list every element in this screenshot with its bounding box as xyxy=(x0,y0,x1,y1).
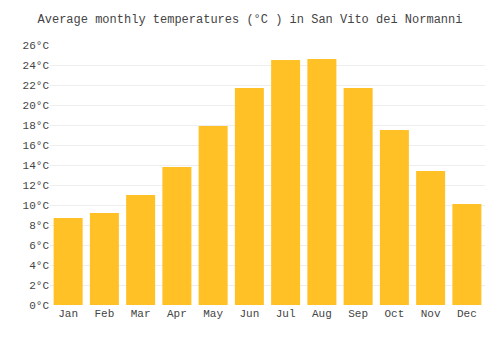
svg-text:4°C: 4°C xyxy=(29,260,49,272)
svg-text:Nov: Nov xyxy=(421,308,441,320)
svg-text:Apr: Apr xyxy=(167,308,187,320)
svg-text:Feb: Feb xyxy=(94,308,114,320)
svg-text:Sep: Sep xyxy=(348,308,368,320)
svg-text:Aug: Aug xyxy=(312,308,332,320)
svg-text:May: May xyxy=(203,308,223,320)
svg-text:Mar: Mar xyxy=(131,308,151,320)
svg-text:18°C: 18°C xyxy=(23,120,50,132)
svg-text:Jan: Jan xyxy=(58,308,78,320)
svg-text:24°C: 24°C xyxy=(23,60,50,72)
svg-text:16°C: 16°C xyxy=(23,140,50,152)
svg-text:14°C: 14°C xyxy=(23,160,50,172)
svg-text:2°C: 2°C xyxy=(29,280,49,292)
svg-text:Average monthly temperatures (: Average monthly temperatures (°C ) in Sa… xyxy=(38,13,463,27)
svg-text:Jun: Jun xyxy=(239,308,259,320)
svg-text:Dec: Dec xyxy=(457,308,477,320)
svg-text:22°C: 22°C xyxy=(23,80,50,92)
svg-text:Oct: Oct xyxy=(384,308,404,320)
svg-text:10°C: 10°C xyxy=(23,200,50,212)
svg-text:8°C: 8°C xyxy=(29,220,49,232)
svg-text:12°C: 12°C xyxy=(23,180,50,192)
svg-text:6°C: 6°C xyxy=(29,240,49,252)
svg-text:0°C: 0°C xyxy=(29,300,49,312)
svg-text:20°C: 20°C xyxy=(23,100,50,112)
svg-text:26°C: 26°C xyxy=(23,40,50,52)
svg-text:Jul: Jul xyxy=(276,308,296,320)
